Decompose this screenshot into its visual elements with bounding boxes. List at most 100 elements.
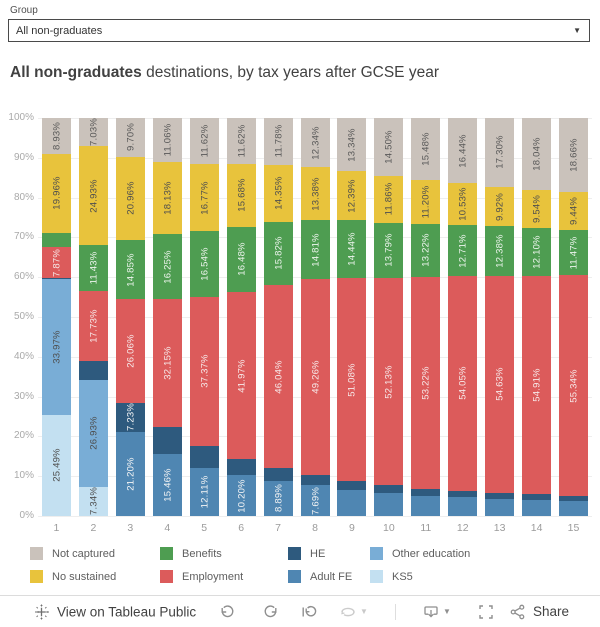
- segment-not-captured-year-14[interactable]: [522, 118, 552, 190]
- segment-he-year-7[interactable]: [263, 468, 293, 481]
- segment-not-captured-year-2[interactable]: [78, 118, 108, 146]
- segment-he-year-13[interactable]: [485, 493, 515, 499]
- download-button[interactable]: ▼: [422, 603, 451, 621]
- legend-item-other-education[interactable]: Other education: [370, 547, 470, 560]
- segment-not-captured-year-11[interactable]: [411, 118, 441, 180]
- segment-adult-fe-year-7[interactable]: [263, 480, 293, 516]
- segment-no-sustained-year-14[interactable]: [522, 189, 552, 228]
- segment-employment-year-6[interactable]: [226, 292, 256, 460]
- segment-not-captured-year-8[interactable]: [300, 118, 330, 168]
- replay-button[interactable]: [300, 603, 318, 621]
- segment-employment-year-1[interactable]: [41, 247, 71, 279]
- legend-item-ks5[interactable]: KS5: [370, 570, 413, 583]
- segment-employment-year-11[interactable]: [411, 276, 441, 489]
- segment-benefits-year-12[interactable]: [448, 225, 478, 276]
- segment-adult-fe-year-15[interactable]: [559, 500, 589, 516]
- segment-he-year-3[interactable]: [115, 402, 145, 432]
- segment-adult-fe-year-9[interactable]: [337, 490, 367, 516]
- segment-ks5-year-1[interactable]: [41, 414, 71, 516]
- segment-no-sustained-year-8[interactable]: [300, 167, 330, 221]
- legend-item-employment[interactable]: Employment: [160, 570, 243, 583]
- segment-benefits-year-6[interactable]: [226, 226, 256, 293]
- segment-not-captured-year-1[interactable]: [41, 118, 71, 154]
- segment-no-sustained-year-2[interactable]: [78, 145, 108, 246]
- view-on-tableau-public-button[interactable]: View on Tableau Public: [33, 603, 196, 620]
- segment-employment-year-14[interactable]: [522, 275, 552, 495]
- segment-he-year-6[interactable]: [226, 459, 256, 476]
- segment-benefits-year-8[interactable]: [300, 220, 330, 280]
- segment-benefits-year-5[interactable]: [189, 230, 219, 297]
- redo-button[interactable]: [262, 603, 280, 621]
- segment-he-year-14[interactable]: [522, 494, 552, 500]
- fullscreen-button[interactable]: [477, 603, 495, 621]
- segment-he-year-8[interactable]: [300, 475, 330, 486]
- segment-no-sustained-year-3[interactable]: [115, 156, 145, 240]
- segment-he-year-9[interactable]: [337, 481, 367, 491]
- legend-item-adult-fe[interactable]: Adult FE: [288, 570, 352, 583]
- segment-other-education-year-2[interactable]: [78, 379, 108, 487]
- segment-no-sustained-year-5[interactable]: [189, 164, 219, 231]
- segment-he-year-4[interactable]: [152, 426, 182, 455]
- segment-no-sustained-year-6[interactable]: [226, 164, 256, 227]
- legend-item-benefits[interactable]: Benefits: [160, 547, 222, 560]
- segment-adult-fe-year-14[interactable]: [522, 499, 552, 516]
- refresh-button[interactable]: ▼: [339, 603, 368, 621]
- segment-not-captured-year-7[interactable]: [263, 118, 293, 165]
- segment-not-captured-year-6[interactable]: [226, 118, 256, 165]
- segment-employment-year-15[interactable]: [559, 275, 589, 496]
- segment-he-year-15[interactable]: [559, 495, 589, 501]
- segment-no-sustained-year-15[interactable]: [559, 192, 589, 230]
- segment-adult-fe-year-6[interactable]: [226, 475, 256, 516]
- segment-adult-fe-year-12[interactable]: [448, 497, 478, 516]
- segment-benefits-year-10[interactable]: [374, 222, 404, 278]
- segment-other-education-year-1[interactable]: [41, 279, 71, 415]
- segment-benefits-year-1[interactable]: [41, 232, 71, 248]
- segment-no-sustained-year-4[interactable]: [152, 162, 182, 235]
- segment-ks5-year-2[interactable]: [78, 486, 108, 516]
- segment-benefits-year-11[interactable]: [411, 224, 441, 277]
- segment-he-year-2[interactable]: [78, 361, 108, 380]
- segment-no-sustained-year-7[interactable]: [263, 164, 293, 222]
- segment-benefits-year-9[interactable]: [337, 220, 367, 278]
- segment-adult-fe-year-8[interactable]: [300, 485, 330, 516]
- segment-he-year-10[interactable]: [374, 485, 404, 493]
- segment-no-sustained-year-13[interactable]: [485, 186, 515, 227]
- segment-adult-fe-year-11[interactable]: [411, 495, 441, 516]
- segment-not-captured-year-12[interactable]: [448, 118, 478, 184]
- segment-benefits-year-14[interactable]: [522, 227, 552, 276]
- segment-employment-year-3[interactable]: [115, 299, 145, 403]
- segment-he-year-5[interactable]: [189, 445, 219, 468]
- segment-he-year-1[interactable]: [41, 278, 71, 280]
- segment-employment-year-2[interactable]: [78, 290, 108, 362]
- segment-adult-fe-year-3[interactable]: [115, 431, 145, 516]
- segment-adult-fe-year-4[interactable]: [152, 454, 182, 516]
- segment-no-sustained-year-11[interactable]: [411, 179, 441, 225]
- segment-no-sustained-year-12[interactable]: [448, 183, 478, 226]
- segment-employment-year-12[interactable]: [448, 275, 478, 492]
- segment-benefits-year-4[interactable]: [152, 234, 182, 299]
- legend-item-he[interactable]: HE: [288, 547, 325, 560]
- segment-employment-year-9[interactable]: [337, 277, 367, 482]
- segment-no-sustained-year-1[interactable]: [41, 153, 71, 233]
- segment-no-sustained-year-10[interactable]: [374, 175, 404, 223]
- legend-item-no-sustained[interactable]: No sustained: [30, 570, 116, 583]
- segment-employment-year-13[interactable]: [485, 275, 515, 494]
- segment-employment-year-4[interactable]: [152, 298, 182, 427]
- segment-benefits-year-7[interactable]: [263, 221, 293, 285]
- legend-item-not-captured[interactable]: Not captured: [30, 547, 115, 560]
- segment-not-captured-year-5[interactable]: [189, 118, 219, 165]
- segment-adult-fe-year-5[interactable]: [189, 467, 219, 516]
- segment-benefits-year-2[interactable]: [78, 245, 108, 291]
- segment-no-sustained-year-9[interactable]: [337, 171, 367, 221]
- group-dropdown[interactable]: All non-graduates ▼: [8, 19, 590, 42]
- segment-benefits-year-15[interactable]: [559, 229, 589, 276]
- segment-employment-year-10[interactable]: [374, 277, 404, 486]
- segment-employment-year-7[interactable]: [263, 284, 293, 469]
- segment-he-year-12[interactable]: [448, 491, 478, 497]
- share-button[interactable]: Share: [509, 603, 569, 621]
- segment-not-captured-year-3[interactable]: [115, 118, 145, 157]
- segment-benefits-year-3[interactable]: [115, 240, 145, 300]
- segment-employment-year-8[interactable]: [300, 279, 330, 476]
- segment-not-captured-year-9[interactable]: [337, 118, 367, 172]
- segment-not-captured-year-4[interactable]: [152, 118, 182, 163]
